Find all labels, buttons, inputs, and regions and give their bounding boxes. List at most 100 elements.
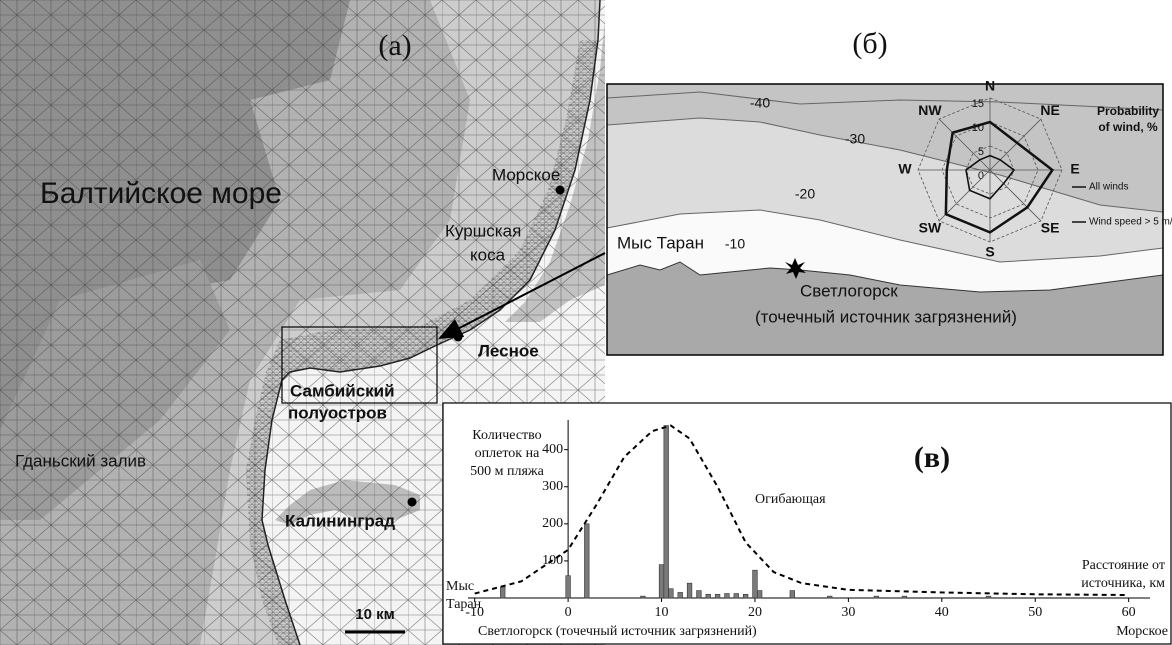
place-label: Гданьский залив	[15, 451, 146, 470]
bar	[640, 595, 646, 599]
x-tick-label: 60	[1122, 605, 1136, 620]
bar	[752, 569, 758, 599]
legend-label: Wind speed > 5 m/s	[1089, 217, 1172, 228]
radar-tick-label: 5	[978, 146, 984, 158]
place-label: Мыс Таран	[617, 233, 704, 252]
town-dot	[555, 185, 565, 195]
place-label: коса	[470, 245, 506, 264]
bar	[696, 590, 702, 599]
bar	[873, 595, 880, 599]
x-tick-label: 0	[565, 605, 572, 620]
arrow	[438, 252, 606, 339]
bar	[789, 590, 795, 599]
y-axis-label: 500 м пляжа	[470, 464, 544, 479]
annotation: Таран	[446, 597, 482, 612]
bar	[668, 588, 674, 599]
bar	[827, 595, 833, 599]
x-tick-label: 20	[748, 605, 762, 620]
bar	[565, 575, 571, 599]
radar-category: W	[898, 161, 912, 177]
radar-tick-label: 15	[972, 98, 984, 110]
place-label: полуостров	[288, 403, 387, 422]
y-tick-label: 200	[542, 516, 563, 531]
radar-tick-label: 0	[978, 170, 984, 182]
bar	[724, 593, 730, 599]
bar	[500, 586, 506, 599]
source-star	[785, 258, 806, 279]
legend-label: All winds	[1089, 182, 1128, 193]
bar	[742, 593, 749, 599]
place-label: (точечный источник загрязнений)	[755, 307, 1017, 326]
bar	[705, 593, 711, 599]
bar	[658, 564, 665, 599]
x-tick-label: 10	[655, 605, 669, 620]
annotation: Мыс	[446, 579, 474, 594]
radar-axis	[938, 169, 991, 222]
bar	[733, 593, 739, 599]
radar-axis	[938, 118, 991, 171]
annotation: Светлогорск (точечный источник загрязнен…	[478, 624, 757, 639]
x-axis-label: Расстояние от	[1082, 558, 1165, 573]
place-label: Самбийский	[290, 381, 395, 400]
radar-category: SE	[1041, 219, 1060, 235]
place-label: Светлогорск	[800, 281, 898, 300]
panel-label: (в)	[914, 441, 950, 474]
scale-label: 10 км	[355, 606, 394, 623]
radar-axis	[989, 169, 1042, 222]
bar	[677, 592, 683, 599]
bar	[985, 595, 992, 599]
place-label: Калининград	[285, 511, 395, 530]
bar	[756, 590, 763, 599]
bar	[663, 425, 669, 599]
radar-category: N	[985, 78, 995, 94]
coastline	[261, 0, 601, 645]
panel-b-map	[607, 84, 1163, 355]
annotation: Морское	[1116, 624, 1168, 639]
radar-category: SW	[919, 219, 942, 235]
contour	[607, 209, 1163, 263]
place-label: Лесное	[478, 341, 539, 360]
panel-label: (б)	[852, 27, 887, 60]
bar	[686, 582, 693, 599]
depth-label: -10	[725, 236, 745, 252]
sea-label: Балтийское море	[40, 177, 282, 210]
rose-title: Probability	[1097, 104, 1159, 118]
radar-category: E	[1070, 161, 1079, 177]
rose-title: of wind, %	[1098, 120, 1158, 134]
inset-frame	[281, 326, 438, 404]
depth-label: -30	[845, 131, 865, 147]
radar-series	[965, 154, 1016, 200]
y-axis-label: оплеток на	[475, 446, 540, 461]
radar-category: NW	[918, 102, 942, 118]
bar	[584, 523, 590, 599]
panel-label: (а)	[378, 29, 411, 62]
place-label: Морское	[492, 165, 560, 184]
y-tick-label: 300	[542, 479, 563, 494]
depth-label: -40	[750, 95, 770, 111]
inset-border	[606, 83, 1164, 356]
radar-category: NE	[1040, 102, 1059, 118]
panel-a-map: (а) Балтийское море Морское Куршская кос…	[0, 0, 605, 645]
x-tick-label: 50	[1028, 605, 1042, 620]
x-tick-label: 30	[841, 605, 855, 620]
y-axis-label: Количество	[472, 428, 541, 443]
x-tick-label: 40	[935, 605, 949, 620]
radar-axis	[989, 118, 1042, 171]
envelope-label: Огибающая	[755, 492, 826, 507]
contour	[607, 117, 1163, 213]
depth-label: -20	[795, 186, 815, 202]
y-tick-label: 400	[542, 442, 563, 457]
town-dot	[453, 332, 463, 342]
envelope-line	[474, 424, 1129, 597]
radar-series	[944, 120, 1055, 234]
x-axis-label: источника, км	[1081, 576, 1165, 591]
radar-category: S	[985, 244, 994, 260]
contour	[607, 91, 1163, 111]
fine-mesh	[246, 40, 598, 645]
place-label: Куршская	[445, 221, 521, 240]
town-dot	[407, 497, 417, 507]
bar	[901, 595, 908, 599]
radar-ring	[965, 145, 1015, 195]
